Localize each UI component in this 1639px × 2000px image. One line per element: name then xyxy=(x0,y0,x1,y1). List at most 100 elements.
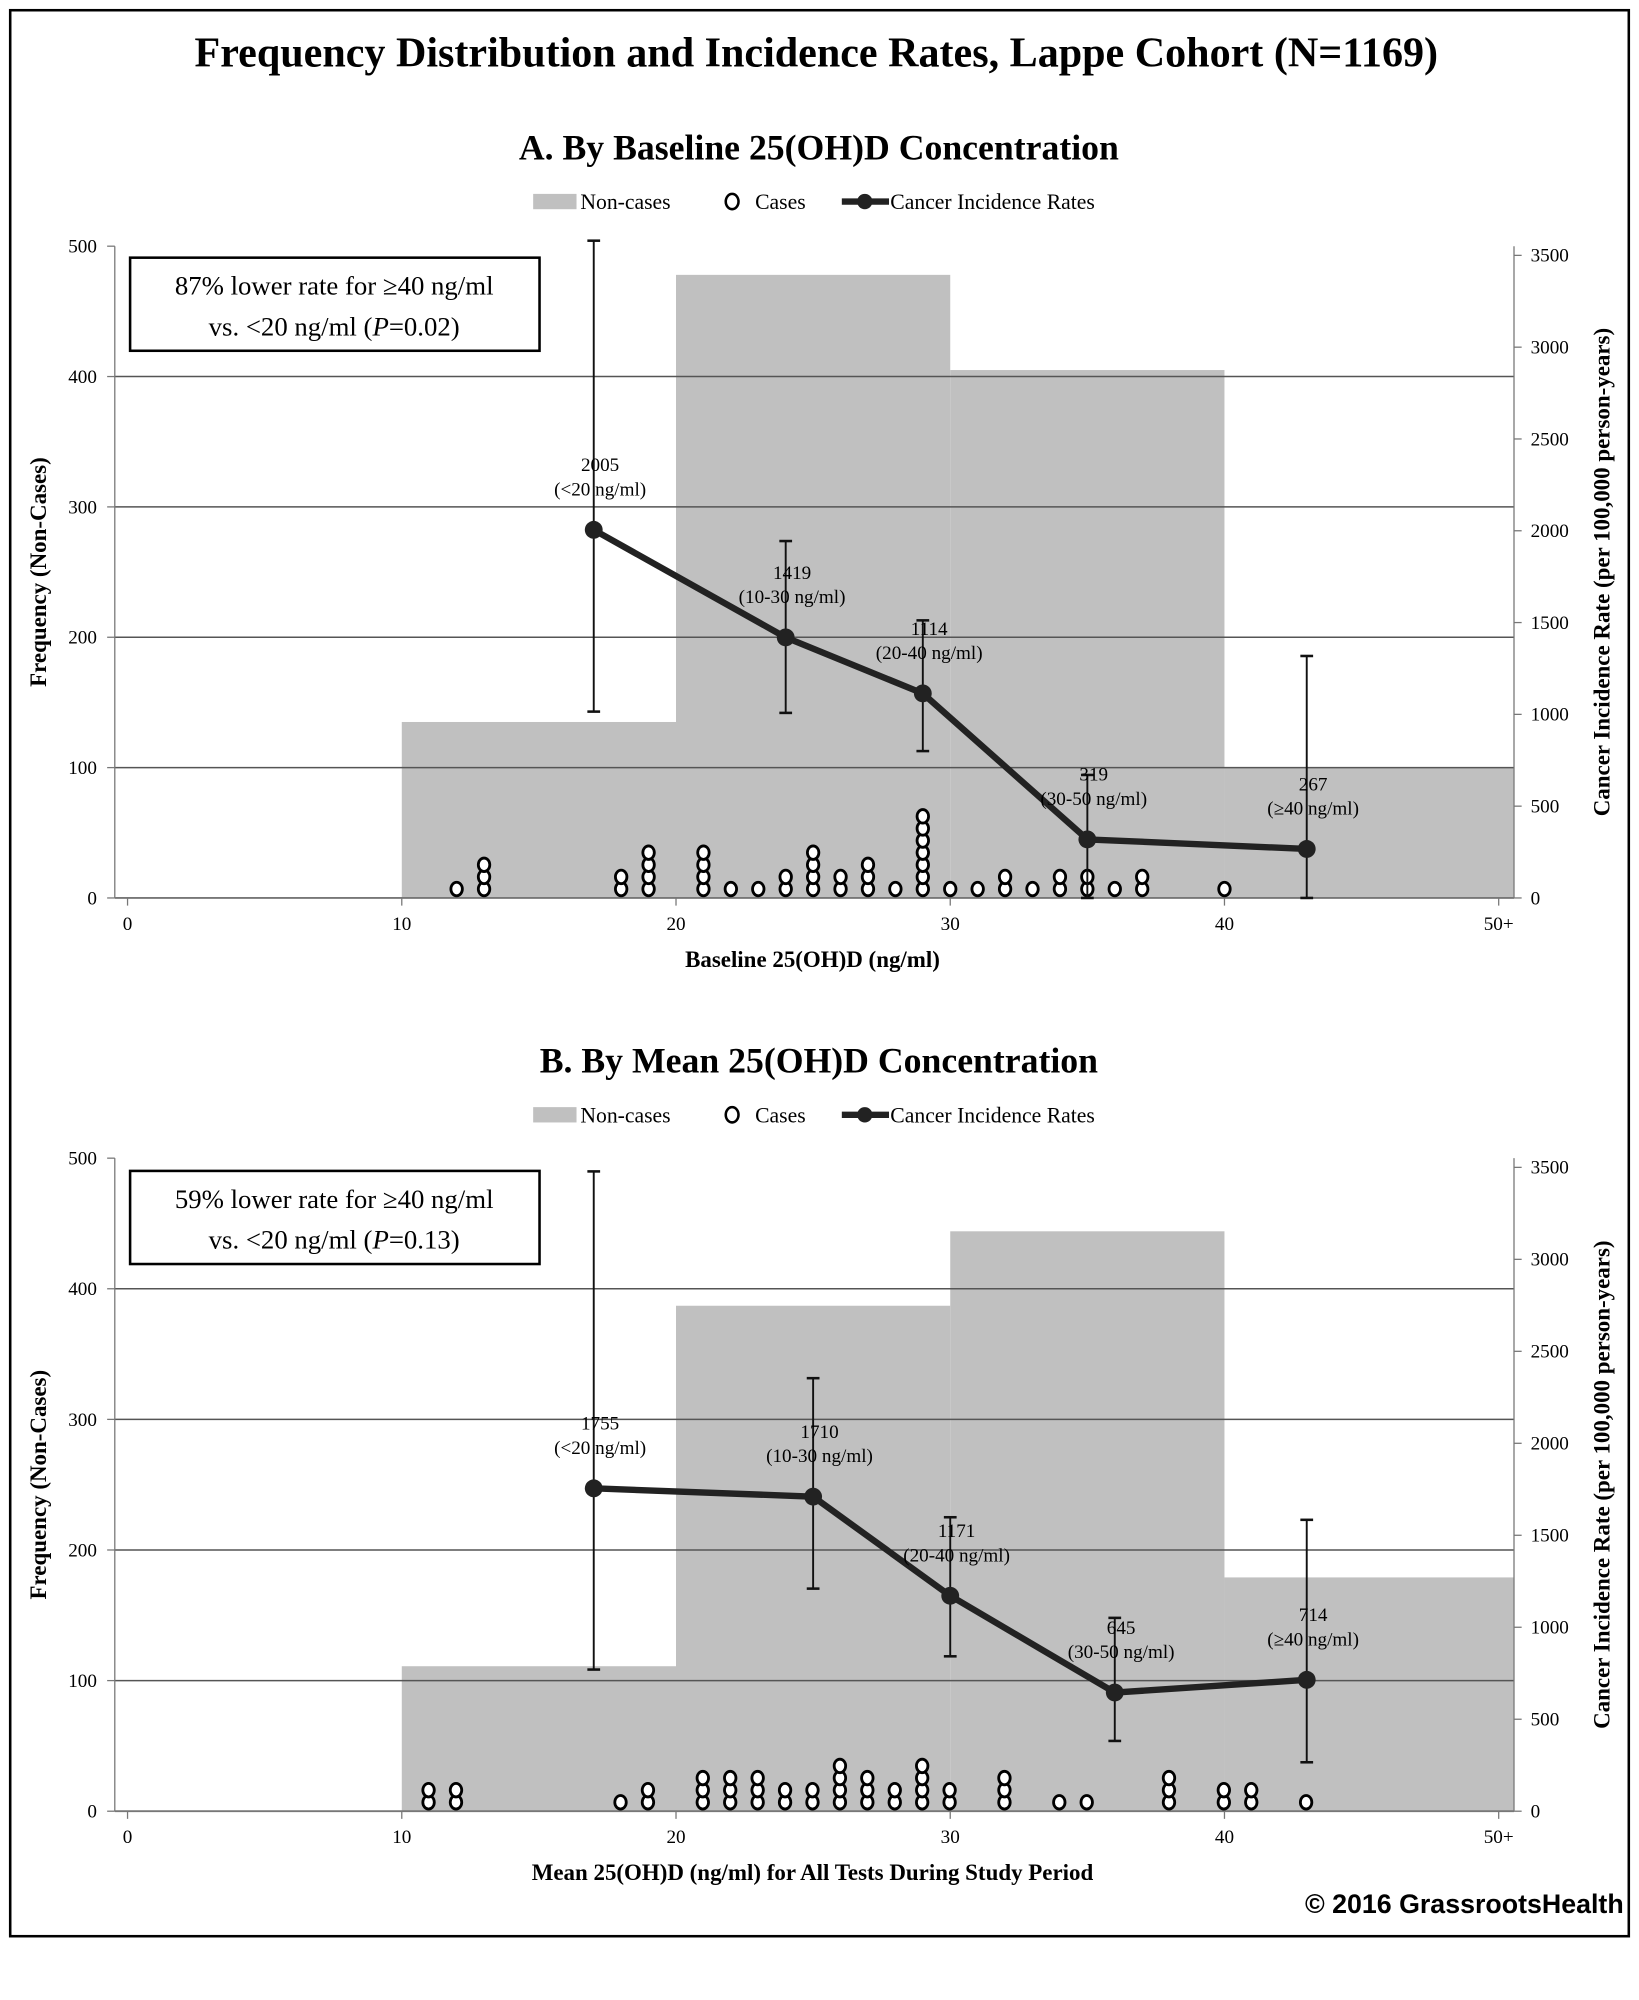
case-marker xyxy=(1079,1794,1094,1811)
legend-noncases-swatch xyxy=(533,1107,577,1123)
rate-value-label: 1419 xyxy=(773,563,811,584)
case-marker xyxy=(696,844,711,861)
y-tick-label: 400 xyxy=(68,367,97,388)
annotation-line1: 59% lower rate for ≥40 ng/ml xyxy=(175,1184,494,1214)
case-marker xyxy=(421,1782,436,1799)
y2-axis-title: Cancer Incidence Rate (per 100,000 perso… xyxy=(1590,1240,1615,1728)
x-tick-label: 20 xyxy=(666,1827,685,1848)
case-marker xyxy=(887,1782,902,1799)
rate-value-label: 1710 xyxy=(800,1422,838,1443)
y-tick-label: 0 xyxy=(87,1802,97,1823)
y2-tick-label: 1000 xyxy=(1531,1618,1569,1639)
y2-tick-label: 3500 xyxy=(1531,1158,1569,1179)
incidence-rate-point xyxy=(1105,1683,1124,1702)
y-tick-label: 200 xyxy=(68,628,97,649)
case-marker xyxy=(915,1757,930,1775)
x-tick-label: 0 xyxy=(123,914,133,935)
panel-b: B. By Mean 25(OH)D Concentration Non-case… xyxy=(26,1041,1615,1885)
case-marker xyxy=(1135,868,1150,886)
case-marker xyxy=(613,1794,628,1811)
x-tick-label: 50+ xyxy=(1484,1827,1514,1848)
rate-value-label: 714 xyxy=(1299,1605,1328,1626)
case-marker xyxy=(723,880,738,898)
figure-title: Frequency Distribution and Incidence Rat… xyxy=(195,29,1439,76)
y2-tick-label: 0 xyxy=(1531,1802,1541,1823)
x-tick-label: 50+ xyxy=(1484,914,1514,935)
x-tick-label: 10 xyxy=(392,914,411,935)
annotation-pvalue: =0.13) xyxy=(389,1225,460,1255)
y-tick-label: 200 xyxy=(68,1540,97,1561)
case-marker xyxy=(750,1769,765,1787)
x-tick-label: 10 xyxy=(392,1827,411,1848)
case-marker xyxy=(997,1769,1012,1787)
rate-value-label: 1114 xyxy=(911,619,948,640)
annotation-line2: vs. <20 ng/ml (P=0.13) xyxy=(209,1225,460,1255)
histogram-bar xyxy=(676,274,951,898)
rate-value-label: 1755 xyxy=(581,1414,619,1435)
case-marker xyxy=(805,1782,820,1799)
x-tick-label: 40 xyxy=(1215,914,1234,935)
incidence-rate-point xyxy=(804,1487,823,1506)
x-tick-label: 40 xyxy=(1215,1827,1234,1848)
panel-a: A. By Baseline 25(OH)D Concentration Non-… xyxy=(26,127,1615,971)
legend-cases-label: Cases xyxy=(755,190,806,214)
case-marker xyxy=(860,856,876,873)
figure-border xyxy=(8,8,1631,1938)
rate-range-label: (<20 ng/ml) xyxy=(554,1438,646,1459)
rate-value-label: 267 xyxy=(1299,774,1328,795)
case-marker xyxy=(943,880,958,898)
case-marker xyxy=(915,808,930,825)
histogram-bar xyxy=(1224,767,1515,898)
y-tick-label: 300 xyxy=(68,1410,97,1431)
copyright: © 2016 GrassrootsHealth xyxy=(1305,1889,1624,1919)
legend-noncases-label: Non-cases xyxy=(580,190,670,214)
case-marker xyxy=(860,1769,875,1787)
case-marker xyxy=(751,880,766,898)
y2-tick-label: 500 xyxy=(1531,1710,1560,1731)
case-marker xyxy=(476,856,492,873)
panel-title: B. By Mean 25(OH)D Concentration xyxy=(540,1041,1098,1081)
x-tick-label: 0 xyxy=(123,1827,133,1848)
y2-tick-label: 2500 xyxy=(1531,1342,1569,1363)
rate-range-label: (30-50 ng/ml) xyxy=(1040,789,1147,810)
annotation-box xyxy=(128,1169,541,1266)
rate-range-label: (20-40 ng/ml) xyxy=(903,1545,1010,1566)
case-marker xyxy=(1244,1782,1259,1799)
annotation-text: vs. <20 ng/ml ( xyxy=(209,311,373,341)
annotation-pvalue: =0.02) xyxy=(389,311,460,341)
case-marker xyxy=(778,868,793,886)
x-axis-title: Mean 25(OH)D (ng/ml) for All Tests Durin… xyxy=(532,1860,1094,1885)
x-axis-title: Baseline 25(OH)D (ng/ml) xyxy=(685,947,940,972)
x-tick-label: 30 xyxy=(941,1827,960,1848)
case-marker xyxy=(449,880,464,898)
y2-tick-label: 3500 xyxy=(1531,246,1569,267)
case-marker xyxy=(888,880,903,898)
case-marker xyxy=(695,1769,710,1787)
incidence-rate-point xyxy=(1297,1670,1316,1689)
x-tick-label: 30 xyxy=(941,914,960,935)
y2-tick-label: 1500 xyxy=(1531,1526,1569,1547)
legend-rates-marker xyxy=(857,1107,873,1123)
rate-range-label: (10-30 ng/ml) xyxy=(739,587,846,608)
incidence-rate-point xyxy=(1297,840,1316,858)
y2-tick-label: 2500 xyxy=(1531,429,1569,450)
case-marker xyxy=(1052,868,1068,886)
y-tick-label: 500 xyxy=(68,1149,97,1170)
histogram-bar xyxy=(401,721,677,898)
rate-range-label: (10-30 ng/ml) xyxy=(766,1446,873,1467)
y-tick-label: 100 xyxy=(68,758,97,779)
y-tick-label: 0 xyxy=(87,888,97,909)
x-tick-label: 20 xyxy=(666,914,685,935)
histogram-bar xyxy=(950,1231,1225,1812)
y-axis-title: Frequency (Non-Cases) xyxy=(26,457,51,687)
legend-cases-marker xyxy=(724,1105,740,1124)
y2-tick-label: 0 xyxy=(1531,888,1541,909)
incidence-rate-point xyxy=(584,1479,603,1498)
y2-tick-label: 3000 xyxy=(1531,338,1569,359)
y2-tick-label: 1500 xyxy=(1531,613,1569,634)
case-marker xyxy=(641,844,656,861)
rate-value-label: 2005 xyxy=(581,455,619,476)
case-marker xyxy=(1217,880,1232,898)
y2-tick-label: 1000 xyxy=(1531,705,1569,726)
legend-noncases-label: Non-cases xyxy=(580,1103,670,1127)
